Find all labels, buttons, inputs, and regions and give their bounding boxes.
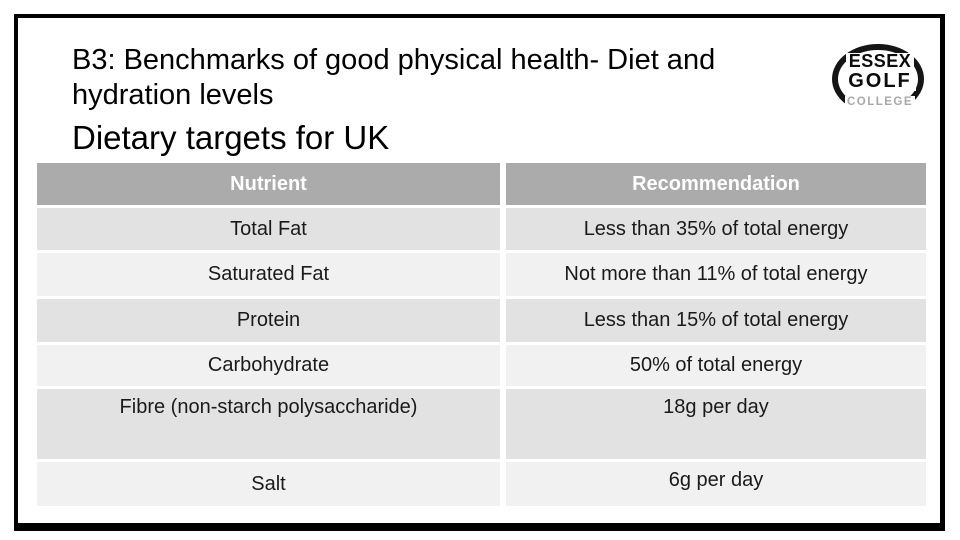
- table-cell-nutrient: Protein: [37, 299, 500, 342]
- table-cell-recommendation: Less than 15% of total energy: [506, 299, 926, 342]
- table-cell-nutrient: Carbohydrate: [37, 345, 500, 386]
- table-cell-recommendation: 50% of total energy: [506, 345, 926, 386]
- table-cell-recommendation: Less than 35% of total energy: [506, 208, 926, 250]
- slide-subtitle: Dietary targets for UK: [72, 119, 390, 156]
- table-cell-recommendation: 18g per day: [506, 389, 926, 459]
- logo-word-college: COLLEGE: [844, 96, 916, 109]
- logo-word-essex: ESSEX: [845, 52, 915, 70]
- table-cell-nutrient: Total Fat: [37, 208, 500, 250]
- table-header-recommendation: Recommendation: [506, 163, 926, 205]
- table-header-nutrient: Nutrient: [37, 163, 500, 205]
- slide-title: B3: Benchmarks of good physical health- …: [72, 44, 716, 111]
- table-cell-recommendation: Not more than 11% of total energy: [506, 253, 926, 296]
- logo-mask: [828, 107, 932, 122]
- essex-golf-college-logo: ESSEX GOLF COLLEGE: [828, 42, 932, 122]
- nutrient-table: Nutrient Recommendation Total Fat Less t…: [37, 163, 926, 506]
- logo-text: ESSEX GOLF COLLEGE: [828, 52, 932, 110]
- table-cell-recommendation: 6g per day: [506, 462, 926, 506]
- table-cell-nutrient: Salt: [37, 462, 500, 506]
- table-cell-nutrient: Saturated Fat: [37, 253, 500, 296]
- table-cell-nutrient: Fibre (non-starch polysaccharide): [37, 389, 500, 459]
- logo-word-golf: GOLF: [844, 71, 916, 91]
